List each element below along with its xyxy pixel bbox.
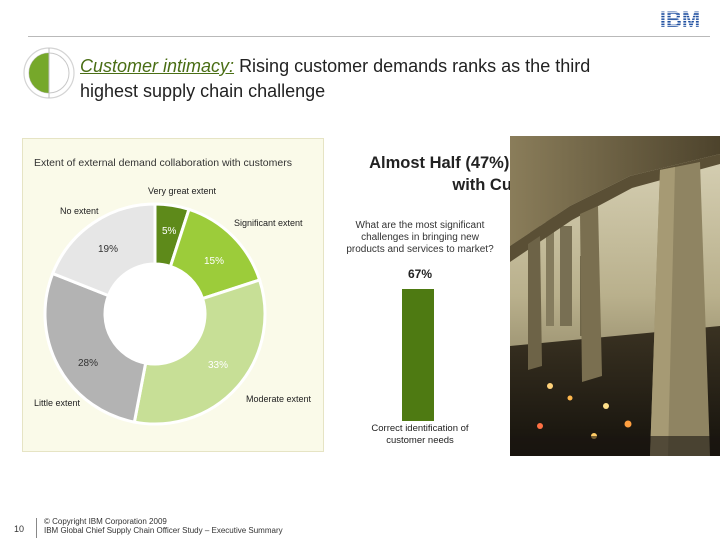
category-label-no-extent: No extent [60, 206, 99, 216]
donut-slice-moderate-extent [132, 278, 267, 426]
copyright-text: © Copyright IBM Corporation 2009 [44, 517, 167, 526]
title-line-1: Rising customer demands ranks as the thi… [239, 56, 591, 76]
ibm-logo-text: IBM [660, 8, 700, 30]
title-lead: Customer intimacy: [80, 56, 235, 76]
bar-label-line-1: Correct identification of [371, 423, 469, 434]
highway-photo [510, 136, 720, 456]
value-label-little-extent: 28% [78, 358, 99, 369]
footer-divider [36, 518, 37, 538]
top-divider [28, 36, 710, 37]
page-number: 10 [14, 524, 25, 534]
value-label-very-great-extent: 5% [162, 226, 177, 237]
category-label-little-extent: Little extent [34, 398, 81, 408]
bar-category-label: Correct identification of customer needs [334, 423, 506, 447]
category-label-significant-extent: Significant extent [234, 218, 303, 228]
value-label-no-extent: 19% [98, 244, 119, 255]
value-label-moderate-extent: 33% [208, 360, 229, 371]
ibm-logo: IBM [652, 7, 708, 32]
study-title: IBM Global Chief Supply Chain Officer St… [44, 526, 283, 535]
slide-title: Customer intimacy: Rising customer deman… [80, 54, 680, 104]
donut-chart-title: Extent of external demand collaboration … [34, 157, 292, 169]
title-line-2: highest supply chain challenge [80, 81, 326, 101]
bar-value-label: 67% [407, 267, 433, 281]
donut-slice-little-extent [43, 271, 148, 424]
bar-chart-question: What are the most significant challenges… [334, 220, 506, 256]
donut-slice-no-extent [50, 202, 157, 298]
value-label-significant-extent: 15% [204, 256, 225, 267]
question-line-1: What are the most significant [355, 220, 485, 231]
category-label-very-great-extent: Very great extent [148, 186, 217, 196]
bar-label-line-2: customer needs [386, 435, 454, 446]
circle-emblem-icon [22, 46, 76, 100]
question-line-2: challenges in bringing new [361, 232, 479, 243]
question-line-3: products and services to market? [346, 244, 494, 255]
bar-correct-identification [402, 289, 434, 421]
donut-center [106, 265, 204, 363]
category-label-moderate-extent: Moderate extent [246, 394, 312, 404]
